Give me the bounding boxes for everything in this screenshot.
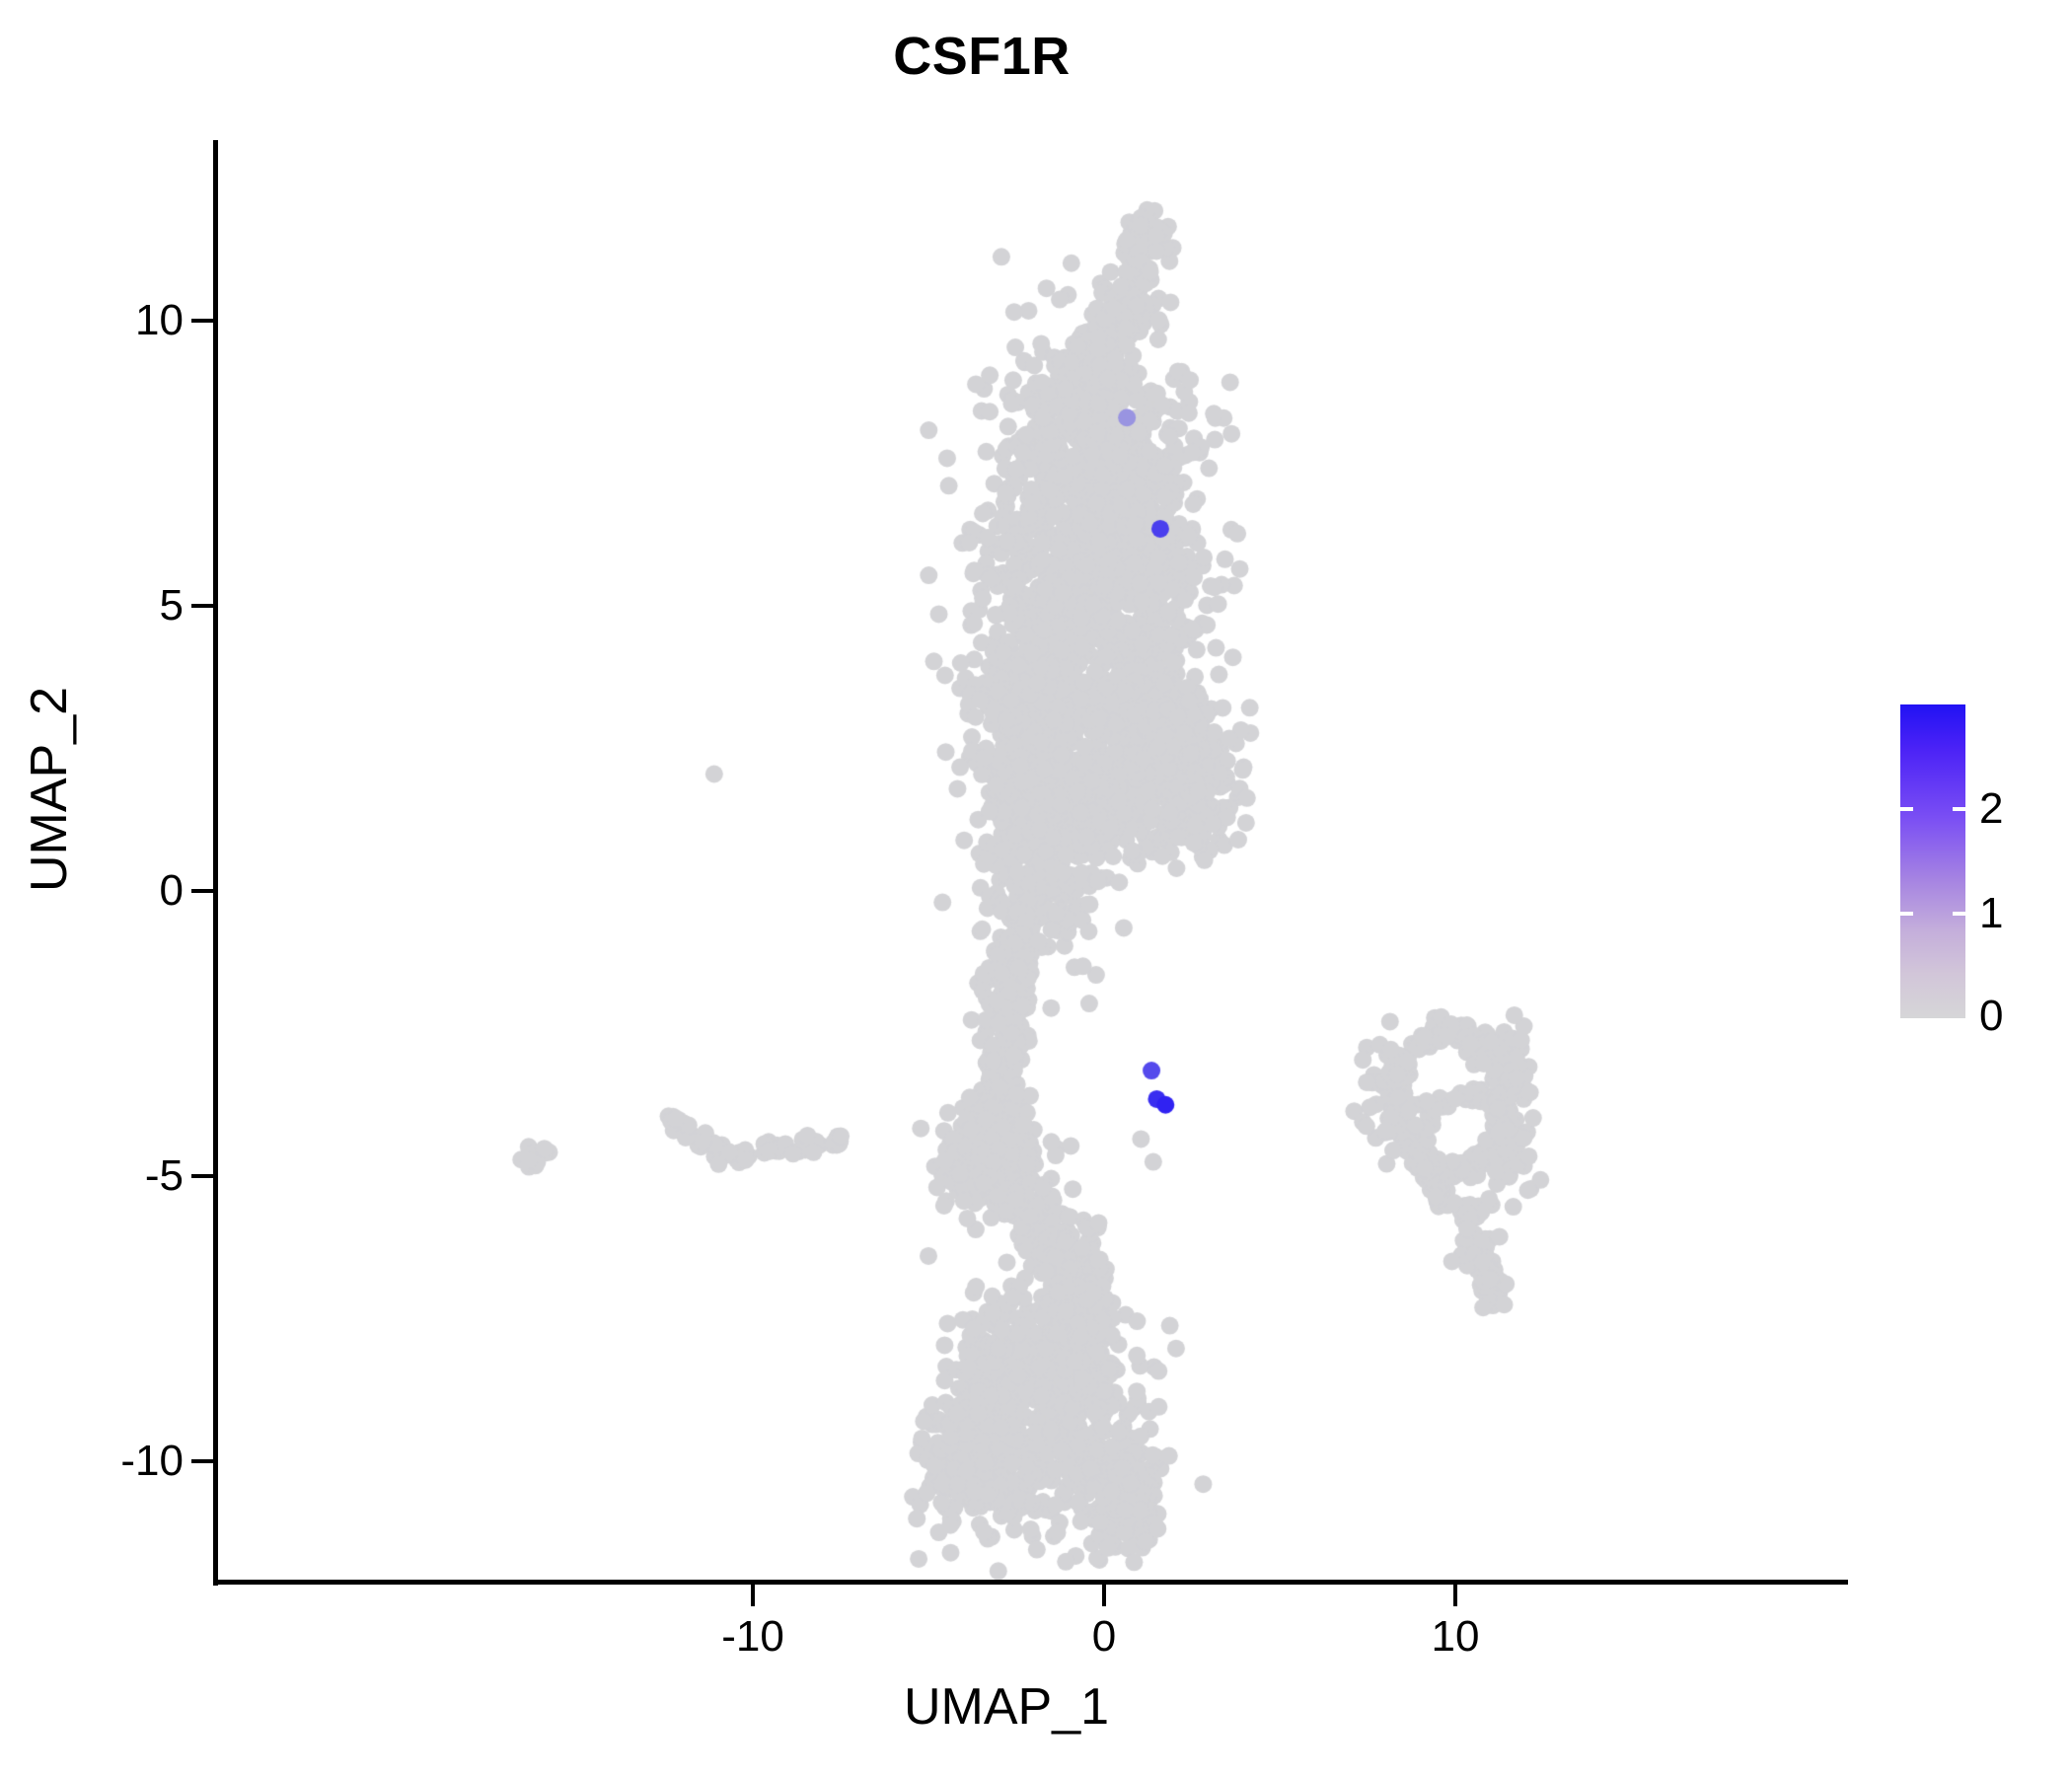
x-tick-label: -10 bbox=[721, 1612, 784, 1661]
page-title: CSF1R bbox=[893, 27, 1071, 86]
x-axis-spine bbox=[213, 1580, 1848, 1585]
y-tick-label: 5 bbox=[159, 581, 184, 629]
y-tick-mark bbox=[191, 1459, 213, 1463]
x-tick-mark bbox=[751, 1585, 755, 1606]
colorbar-tick-2-left bbox=[1900, 807, 1913, 811]
colorbar-tick-label: 1 bbox=[1979, 889, 2004, 937]
y-tick-label: -10 bbox=[120, 1437, 184, 1485]
colorbar-gradient bbox=[1900, 704, 1965, 1018]
plot-panel bbox=[217, 140, 1848, 1583]
y-tick-label: -5 bbox=[144, 1151, 184, 1200]
y-tick-mark bbox=[191, 319, 213, 323]
y-tick-mark bbox=[191, 604, 213, 608]
x-tick-mark bbox=[1102, 1585, 1106, 1606]
colorbar-tick-1-right bbox=[1953, 912, 1965, 916]
x-axis-title: UMAP_1 bbox=[903, 1678, 1110, 1736]
colorbar-tick-label: 2 bbox=[1979, 784, 2004, 833]
colorbar-tick-1-left bbox=[1900, 912, 1913, 916]
colorbar-legend bbox=[1900, 704, 1965, 1018]
y-tick-label: 0 bbox=[159, 866, 184, 915]
colorbar-tick-2-right bbox=[1953, 807, 1965, 811]
x-tick-label: 10 bbox=[1431, 1612, 1480, 1661]
scatter-points-layer bbox=[217, 140, 1848, 1583]
y-tick-mark bbox=[191, 889, 213, 893]
y-axis-title: UMAP_2 bbox=[21, 686, 78, 893]
colorbar-tick-label: 0 bbox=[1979, 992, 2004, 1040]
y-tick-label: 10 bbox=[135, 296, 184, 344]
y-tick-mark bbox=[191, 1174, 213, 1178]
x-tick-mark bbox=[1453, 1585, 1457, 1606]
x-tick-label: 0 bbox=[1091, 1612, 1117, 1661]
y-axis-spine bbox=[213, 140, 218, 1586]
